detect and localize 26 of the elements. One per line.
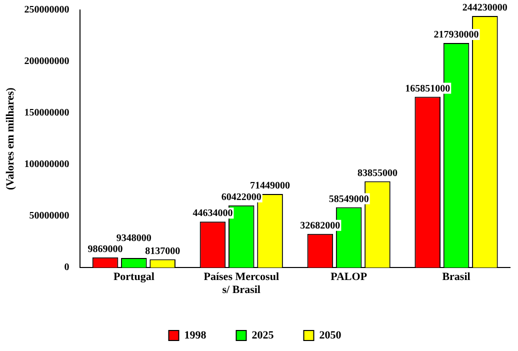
data-label: 83855000: [357, 168, 398, 179]
y-tick-label: 200000000: [24, 56, 70, 68]
data-label: 244230000: [462, 2, 508, 14]
data-label: 165851000: [405, 83, 450, 94]
y-tick-label: 50000000: [29, 210, 70, 222]
x-tick-label: PALOP: [330, 271, 368, 284]
data-label: 8137000: [145, 246, 180, 257]
data-label: 9869000: [88, 244, 123, 256]
legend-label: 2025: [252, 329, 274, 342]
y-tick-label: 250000000: [24, 4, 70, 16]
data-label: 71449000: [250, 180, 290, 192]
data-label: 217930000: [434, 30, 479, 41]
x-tick-label: Países Mercosul s/ Brasil: [204, 271, 280, 296]
x-tick-label: Brasil: [442, 271, 470, 284]
data-label: 44634000: [192, 208, 233, 220]
data-label: 32682000: [300, 220, 340, 232]
y-tick-label: 100000000: [24, 159, 70, 170]
data-label: 60422000: [221, 192, 262, 203]
y-tick-label: 0: [64, 262, 70, 274]
data-label: 9348000: [116, 233, 152, 244]
legend-label: 2050: [319, 329, 342, 342]
y-axis-title: (Valores em milhares): [4, 87, 16, 190]
data-label: 58549000: [328, 194, 369, 205]
legend-label: 1998: [184, 329, 207, 342]
x-tick-label: Portugal: [113, 271, 154, 284]
y-tick-label: 150000000: [24, 108, 70, 119]
